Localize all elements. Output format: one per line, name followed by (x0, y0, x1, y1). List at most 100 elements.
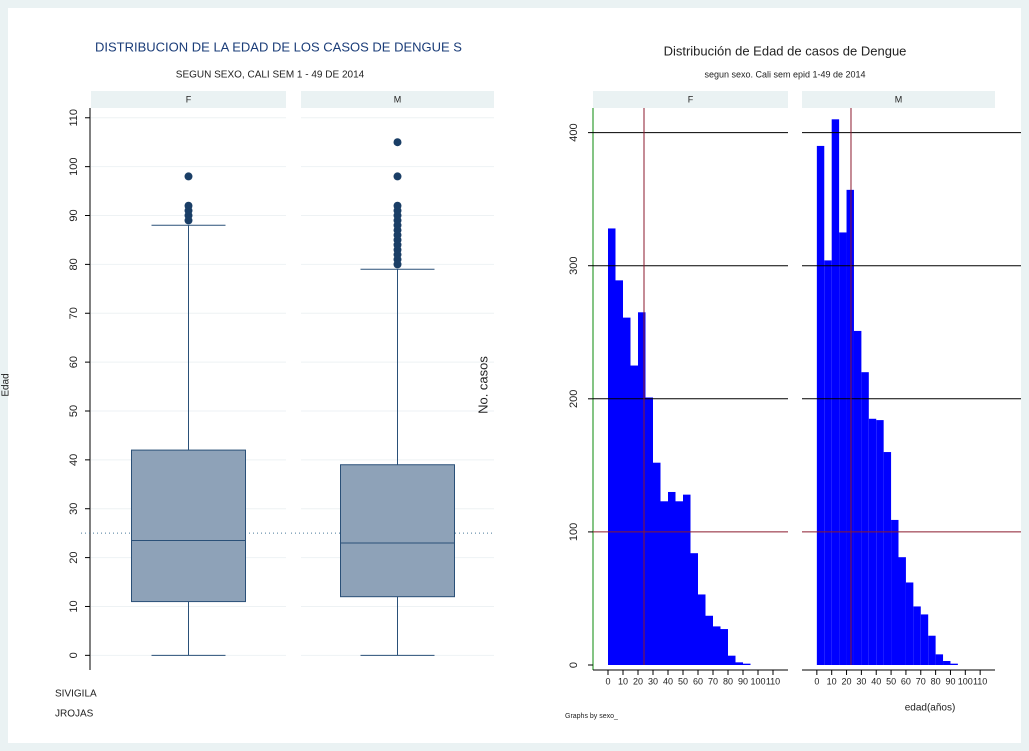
outlier (184, 201, 193, 210)
outlier (184, 172, 193, 181)
panel-label: M (394, 94, 402, 104)
x-tick-label: 20 (842, 676, 852, 686)
bar (645, 397, 653, 665)
bar (905, 582, 914, 665)
bar (891, 519, 899, 665)
x-tick-label: 30 (856, 676, 866, 686)
panel-header (91, 91, 286, 108)
x-tick-label: 0 (605, 676, 610, 686)
x-tick-label: 50 (886, 676, 896, 686)
bar (630, 365, 638, 665)
note: JROJAS (55, 709, 94, 720)
chart-subtitle: SEGUN SEXO, CALI SEM 1 - 49 DE 2014 (176, 70, 365, 81)
bar (920, 614, 929, 665)
y-tick-label: 400 (568, 123, 580, 141)
panel-header (593, 91, 788, 108)
x-tick-label: 70 (708, 676, 718, 686)
x-tick-label: 10 (618, 676, 628, 686)
y-tick-label: 200 (568, 390, 580, 408)
bar (913, 606, 921, 665)
bar (743, 663, 751, 665)
x-tick-label: 20 (633, 676, 643, 686)
box (340, 464, 455, 598)
y-tick-label: 0 (68, 652, 80, 658)
bar (668, 491, 676, 665)
bar (950, 663, 958, 665)
x-tick-label: 40 (663, 676, 673, 686)
y-tick-label: 20 (68, 551, 80, 563)
y-tick-label: 90 (68, 209, 80, 221)
x-tick-label: 0 (814, 676, 819, 686)
bar (713, 626, 721, 665)
y-tick-label: 100 (68, 157, 80, 175)
y-tick-label: 300 (568, 257, 580, 275)
panel-header (301, 91, 494, 108)
bar (683, 494, 691, 665)
x-axis-title: edad(años) (905, 703, 956, 714)
x-tick-label: 110 (766, 676, 780, 686)
y-tick-label: 60 (68, 356, 80, 368)
bar (660, 501, 668, 665)
panel-label: F (186, 94, 192, 104)
note: Graphs by sexo_ (565, 713, 618, 720)
panel-label: M (895, 94, 903, 104)
bar (615, 280, 623, 665)
bar (698, 594, 706, 665)
x-tick-label: 90 (945, 676, 955, 686)
outlier (393, 138, 402, 147)
y-tick-label: 80 (68, 258, 80, 270)
chart-title: DISTRIBUCION DE LA EDAD DE LOS CASOS DE … (95, 39, 462, 54)
y-tick-label: 10 (68, 600, 80, 612)
outlier (393, 201, 402, 210)
chart-title: Distribución de Edad de casos de Dengue (664, 43, 907, 58)
bar (898, 557, 906, 665)
y-tick-label: 0 (568, 662, 580, 668)
bar (824, 260, 832, 665)
bar (943, 661, 951, 665)
bar (653, 462, 661, 665)
bar (720, 629, 728, 665)
y-tick-label: 70 (68, 307, 80, 319)
x-tick-label: 100 (958, 676, 973, 686)
x-tick-label: 60 (693, 676, 703, 686)
note: SIVIGILA (55, 689, 97, 700)
bar (638, 312, 646, 665)
bar (883, 452, 892, 665)
bar (623, 317, 631, 665)
y-tick-label: 50 (68, 405, 80, 417)
x-tick-label: 80 (931, 676, 941, 686)
bar (728, 655, 736, 665)
y-tick-label: 40 (68, 454, 80, 466)
bar (861, 372, 869, 665)
bar (876, 420, 884, 665)
x-tick-label: 10 (827, 676, 837, 686)
y-tick-label: 30 (68, 503, 80, 515)
outlier (393, 172, 402, 181)
bar (690, 553, 698, 665)
y-axis-title: Edad (1, 373, 12, 396)
bar (928, 635, 936, 665)
bar (846, 189, 854, 665)
x-tick-label: 110 (973, 676, 987, 686)
bar (868, 418, 877, 665)
bar (839, 232, 847, 665)
x-tick-label: 80 (723, 676, 733, 686)
y-axis-title: No. casos (475, 356, 490, 414)
bar (608, 228, 616, 665)
x-tick-label: 100 (750, 676, 765, 686)
y-tick-label: 110 (68, 109, 80, 127)
chart-subtitle: segun sexo. Cali sem epid 1-49 de 2014 (704, 69, 865, 79)
x-tick-label: 30 (648, 676, 658, 686)
panel-label: F (688, 94, 694, 104)
y-tick-label: 100 (568, 523, 580, 541)
bar (831, 119, 840, 666)
bar (935, 654, 944, 665)
bar (735, 662, 743, 665)
x-tick-label: 50 (678, 676, 688, 686)
bar (853, 330, 862, 665)
x-tick-label: 60 (901, 676, 911, 686)
x-tick-label: 70 (916, 676, 926, 686)
x-tick-label: 40 (871, 676, 881, 686)
bar (816, 145, 825, 665)
